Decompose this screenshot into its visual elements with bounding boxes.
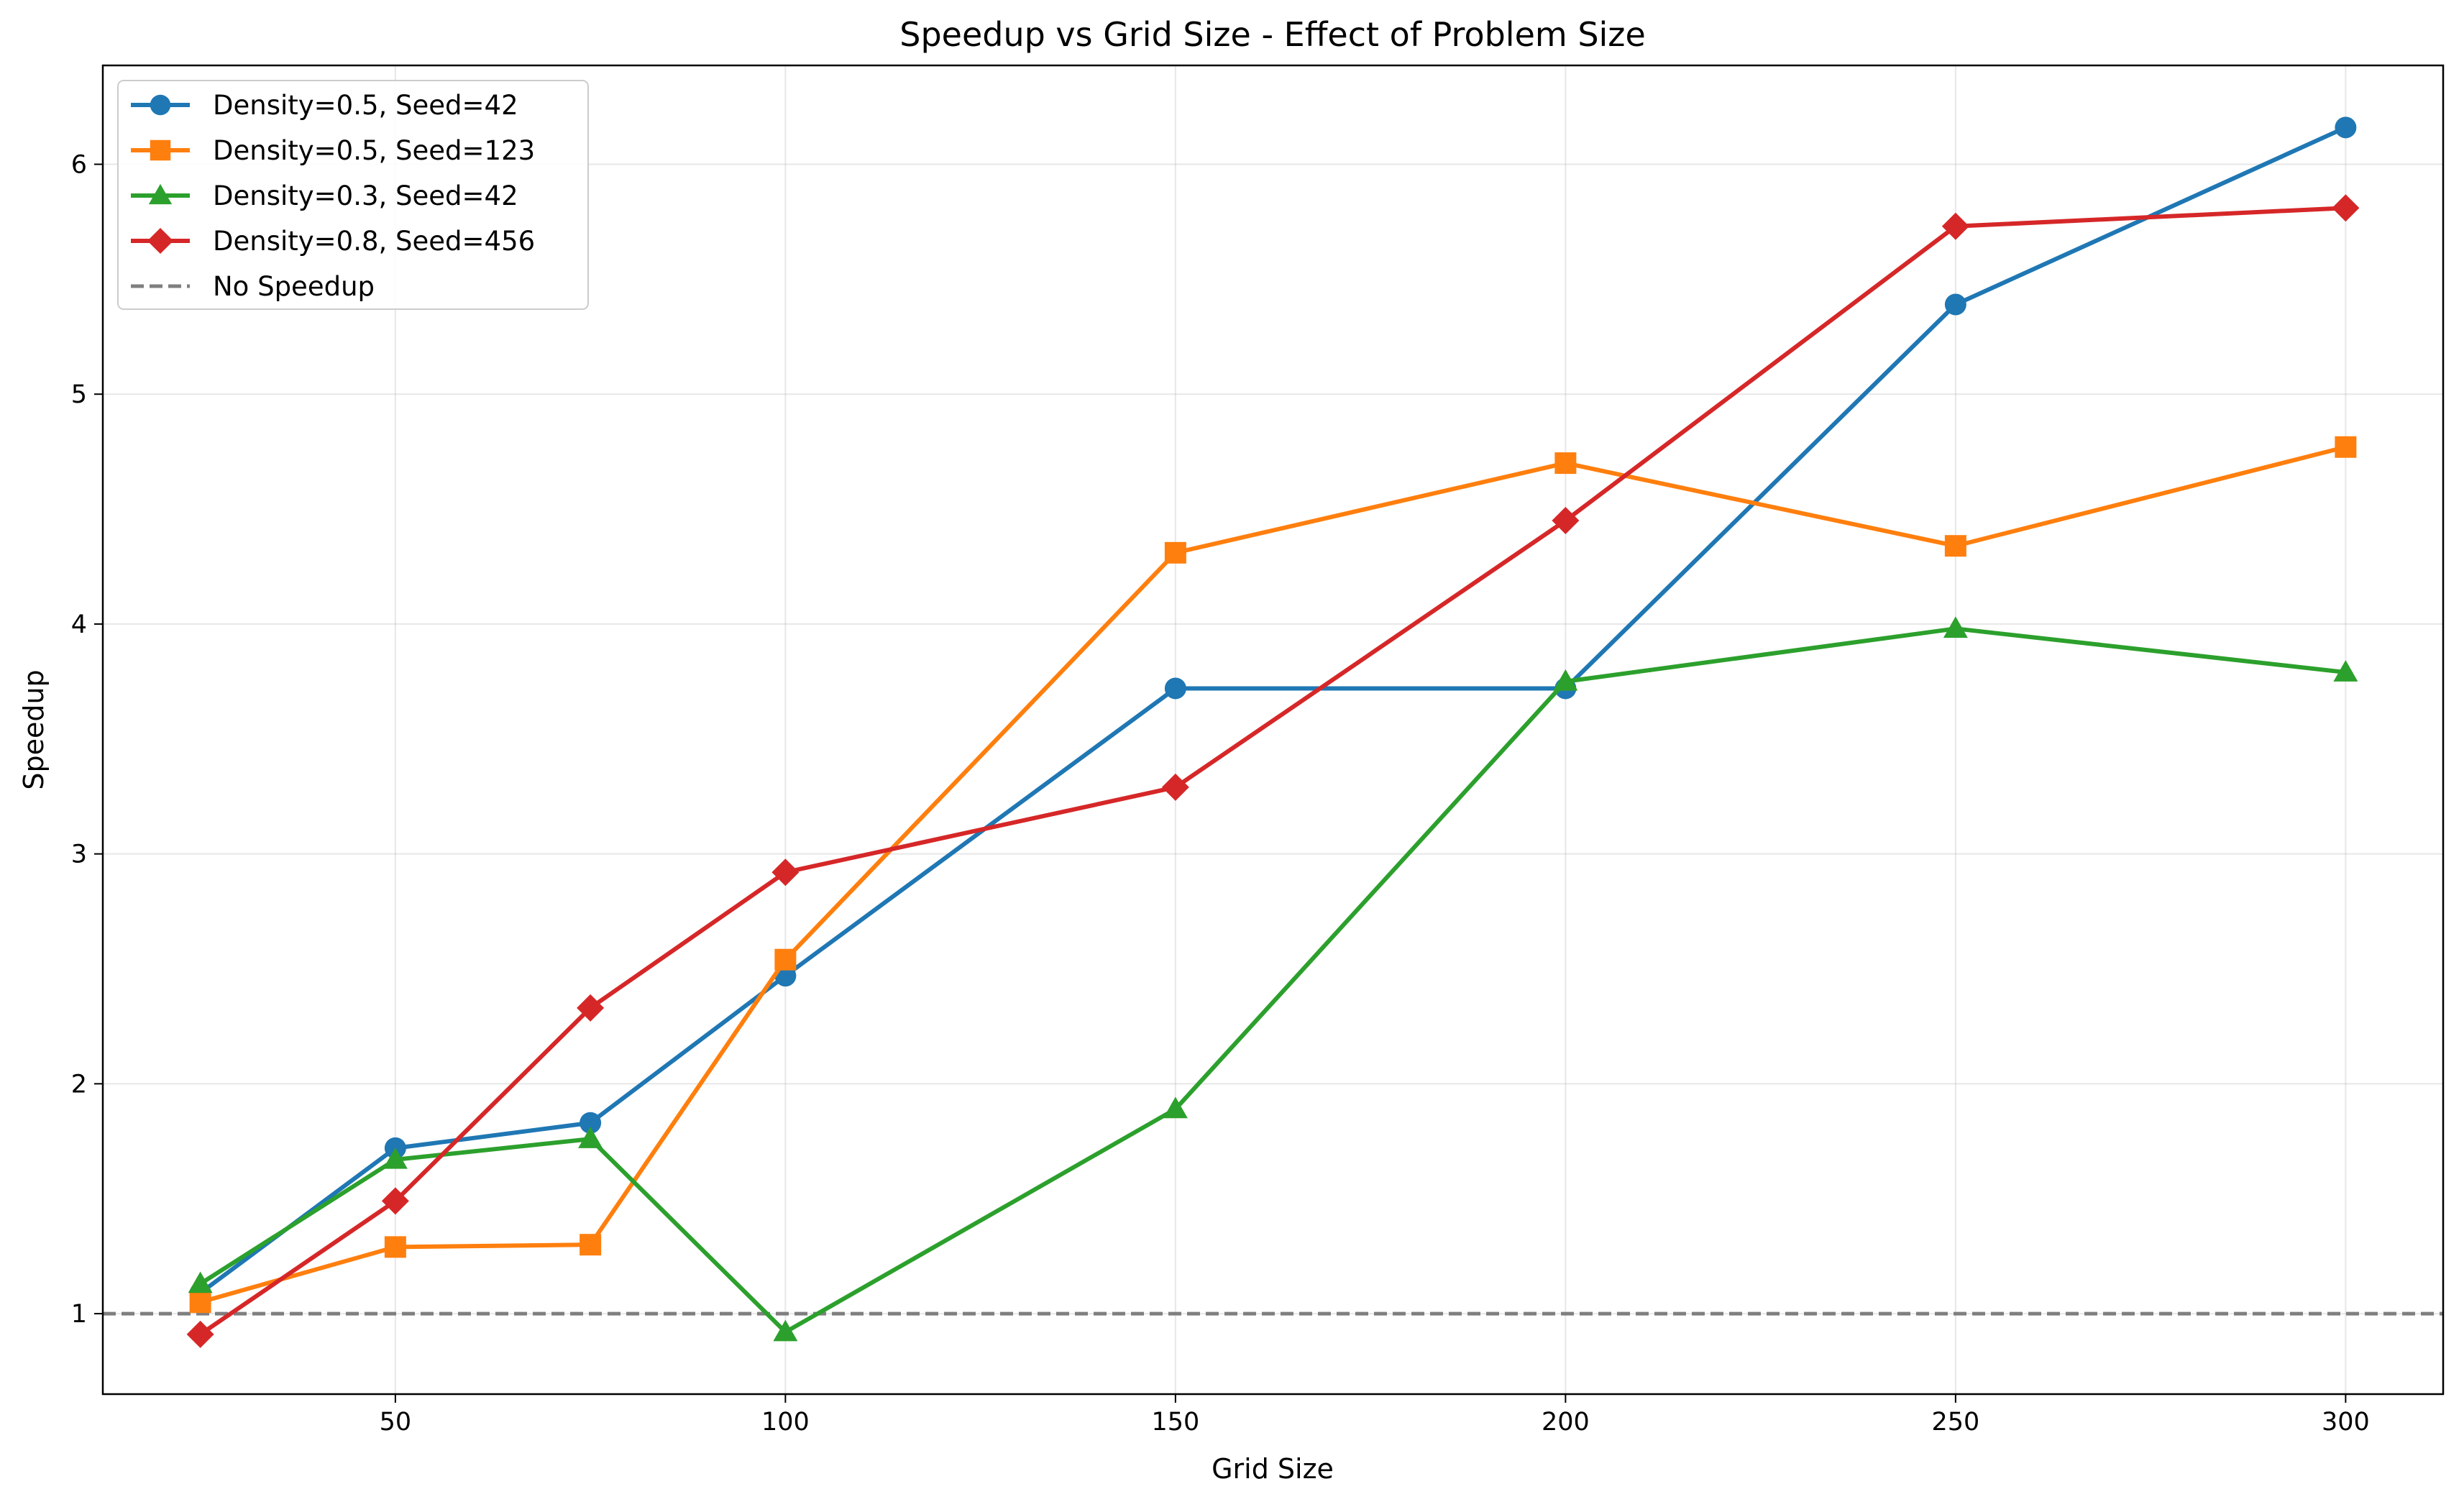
data-point-triangle xyxy=(1943,616,1968,638)
data-point-square xyxy=(2335,436,2357,458)
data-point-diamond xyxy=(381,1187,409,1215)
data-point-triangle xyxy=(1553,669,1578,691)
legend-marker-circle xyxy=(150,94,171,116)
series-2 xyxy=(189,436,2357,1314)
data-point-diamond xyxy=(186,1320,214,1348)
legend-label: Density=0.5, Seed=42 xyxy=(213,90,518,121)
legend-marker-diamond xyxy=(147,227,174,255)
legend-frame xyxy=(117,80,589,310)
y-tick-label: 3 xyxy=(71,840,87,869)
data-point-diamond xyxy=(771,858,800,887)
y-tick-label: 5 xyxy=(71,380,87,409)
data-point-triangle xyxy=(2333,660,2358,682)
legend-label: Density=0.8, Seed=456 xyxy=(213,226,535,257)
data-point-square xyxy=(384,1236,406,1258)
legend-label: Density=0.5, Seed=123 xyxy=(213,135,535,166)
data-point-triangle xyxy=(188,1271,213,1293)
data-point-square xyxy=(774,948,797,971)
plot-frame xyxy=(101,64,2445,1396)
data-point-circle xyxy=(1944,293,1966,316)
series-3 xyxy=(188,616,2358,1342)
x-tick-label: 300 xyxy=(2322,1408,2370,1437)
y-tick-label: 2 xyxy=(71,1070,87,1099)
tick-layer: 50 100 150 200 250 300 1 2 3 4 5 6 xyxy=(71,150,2370,1437)
series-line xyxy=(198,206,2346,1337)
series-line xyxy=(199,626,2346,1334)
data-point-circle xyxy=(1164,677,1186,700)
data-point-square xyxy=(580,1234,602,1256)
x-tick-label: 50 xyxy=(380,1408,412,1437)
legend-label: No Speedup xyxy=(213,271,375,302)
chart-title: Speedup vs Grid Size - Effect of Problem… xyxy=(899,15,1646,54)
legend-label: Density=0.3, Seed=42 xyxy=(213,180,518,211)
legend: Density=0.5, Seed=42 Density=0.5, Seed=12… xyxy=(117,80,589,310)
x-tick-label: 150 xyxy=(1151,1408,1199,1437)
data-point-square xyxy=(1554,452,1577,475)
data-point-circle xyxy=(580,1112,602,1134)
data-point-diamond xyxy=(1161,773,1189,801)
data-point-square xyxy=(1944,535,1966,557)
x-tick-label: 200 xyxy=(1542,1408,1590,1437)
data-point-square xyxy=(1164,541,1186,564)
x-axis-label: Grid Size xyxy=(1212,1453,1334,1485)
data-point-triangle xyxy=(773,1319,798,1342)
y-tick-label: 4 xyxy=(71,610,87,639)
x-tick-label: 250 xyxy=(1931,1408,1979,1437)
series-line xyxy=(198,125,2347,1295)
series-line xyxy=(199,444,2347,1304)
data-point-diamond xyxy=(577,994,605,1022)
legend-marker-triangle xyxy=(148,183,173,205)
series-4 xyxy=(186,194,2360,1348)
series-layer xyxy=(186,116,2360,1348)
data-point-triangle xyxy=(1163,1096,1188,1119)
data-point-square xyxy=(189,1291,211,1314)
data-point-circle xyxy=(2335,116,2357,139)
y-tick-label: 6 xyxy=(71,150,87,179)
data-point-diamond xyxy=(1941,212,1969,240)
y-axis-label: Speedup xyxy=(18,669,50,789)
y-tick-label: 1 xyxy=(71,1300,87,1329)
data-point-diamond xyxy=(1552,507,1580,535)
data-point-triangle xyxy=(383,1147,408,1169)
x-tick-label: 100 xyxy=(761,1408,810,1437)
legend-marker-square xyxy=(150,139,171,161)
data-point-diamond xyxy=(2332,194,2360,222)
data-point-triangle xyxy=(578,1127,603,1148)
